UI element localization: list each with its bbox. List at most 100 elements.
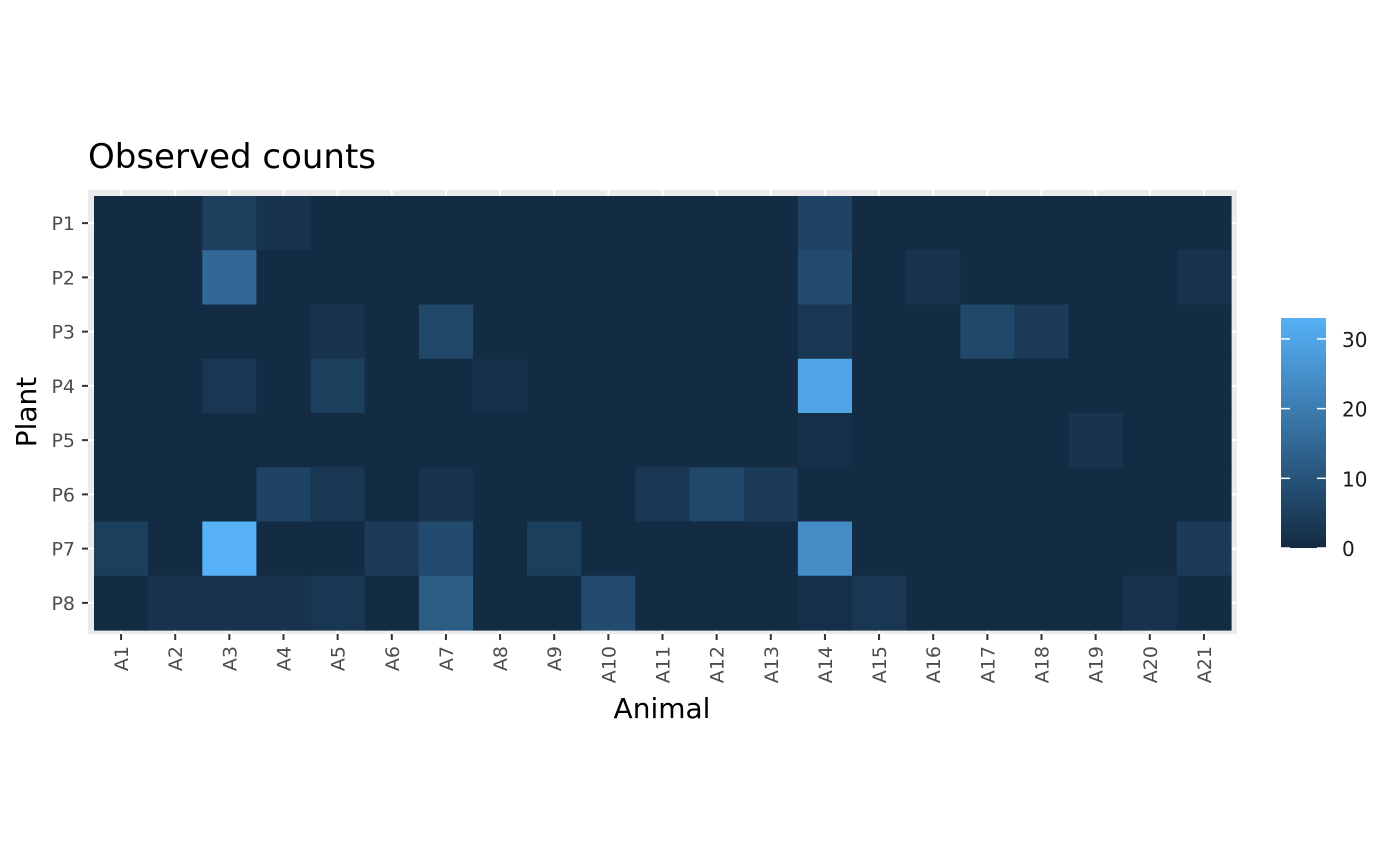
heatmap-cell-P3-A3 xyxy=(202,304,258,360)
x-tick-label: A17 xyxy=(977,646,999,683)
heatmap-cell-P6-A5 xyxy=(310,467,366,523)
heatmap-cell-P3-A18 xyxy=(1014,304,1070,360)
heatmap-cell-P2-A13 xyxy=(743,250,799,306)
legend-tick-label: 10 xyxy=(1342,467,1367,491)
heatmap-cell-P4-A10 xyxy=(581,358,637,414)
heatmap-cell-P8-A4 xyxy=(256,575,312,631)
x-tick-label: A9 xyxy=(544,646,566,671)
heatmap-cell-P3-A7 xyxy=(418,304,474,360)
heatmap-cell-P8-A12 xyxy=(689,575,745,631)
heatmap-cell-P7-A1 xyxy=(94,521,149,577)
heatmap-cell-P7-A13 xyxy=(743,521,799,577)
heatmap-cell-P3-A21 xyxy=(1176,304,1232,360)
heatmap-cell-P2-A16 xyxy=(906,250,961,306)
heatmap-cell-P1-A8 xyxy=(473,196,528,251)
heatmap-cell-P5-A17 xyxy=(960,413,1016,468)
heatmap-cell-P2-A7 xyxy=(418,250,474,306)
heatmap-cell-P8-A20 xyxy=(1122,575,1178,631)
heatmap-cell-P1-A4 xyxy=(256,196,312,251)
heatmap-cell-P7-A5 xyxy=(310,521,366,577)
heatmap-cell-P8-A1 xyxy=(94,575,149,631)
heatmap-cell-P2-A15 xyxy=(852,250,907,306)
heatmap-cell-P2-A3 xyxy=(202,250,258,306)
heatmap-cell-P6-A12 xyxy=(689,467,745,523)
heatmap-cell-P5-A21 xyxy=(1176,413,1232,468)
heatmap-cell-P4-A5 xyxy=(310,358,366,414)
heatmap-cell-P4-A19 xyxy=(1068,358,1124,414)
x-tick-label: A10 xyxy=(598,646,620,683)
chart-title: Observed counts xyxy=(88,137,376,177)
heatmap-cell-P4-A11 xyxy=(635,358,691,414)
heatmap-cell-P2-A14 xyxy=(797,250,853,306)
heatmap-cell-P6-A16 xyxy=(906,467,961,523)
heatmap-cell-P5-A18 xyxy=(1014,413,1070,468)
heatmap-cell-P3-A5 xyxy=(310,304,366,360)
heatmap-cell-P5-A3 xyxy=(202,413,258,468)
heatmap-cell-P2-A1 xyxy=(94,250,149,306)
heatmap-cell-P2-A11 xyxy=(635,250,691,306)
heatmap-cell-P4-A8 xyxy=(473,358,528,414)
heatmap-cell-P4-A4 xyxy=(256,358,312,414)
heatmap-cell-P4-A17 xyxy=(960,358,1016,414)
heatmap-cell-P5-A7 xyxy=(418,413,474,468)
heatmap-cell-P4-A13 xyxy=(743,358,799,414)
heatmap-cell-P7-A12 xyxy=(689,521,745,577)
x-tick-label: A8 xyxy=(490,646,512,671)
heatmap-cell-P8-A16 xyxy=(906,575,961,631)
heatmap-cell-P5-A4 xyxy=(256,413,312,468)
y-tick-label: P2 xyxy=(51,267,75,289)
heatmap-cell-P4-A2 xyxy=(148,358,203,414)
heatmap-cell-P8-A21 xyxy=(1176,575,1232,631)
heatmap-cell-P3-A20 xyxy=(1122,304,1178,360)
heatmap-cell-P4-A20 xyxy=(1122,358,1178,414)
heatmap-cell-P8-A7 xyxy=(418,575,474,631)
x-tick-label: A16 xyxy=(923,646,945,683)
heatmap-cell-P5-A1 xyxy=(94,413,149,468)
heatmap-cell-P7-A19 xyxy=(1068,521,1124,577)
heatmap-cell-P8-A13 xyxy=(743,575,799,631)
x-tick-label: A19 xyxy=(1086,646,1108,683)
heatmap-cell-P1-A20 xyxy=(1122,196,1178,251)
heatmap-cell-P7-A10 xyxy=(581,521,637,577)
heatmap-cell-P7-A20 xyxy=(1122,521,1178,577)
y-tick-label: P6 xyxy=(51,484,75,506)
heatmap-cell-P8-A5 xyxy=(310,575,366,631)
x-tick-label: A14 xyxy=(815,646,837,683)
x-axis-title: Animal xyxy=(614,692,711,725)
heatmap-cell-P1-A13 xyxy=(743,196,799,251)
heatmap-cell-P1-A11 xyxy=(635,196,691,251)
heatmap-cell-P6-A20 xyxy=(1122,467,1178,523)
y-tick-label: P5 xyxy=(51,430,75,452)
heatmap-cell-P2-A6 xyxy=(364,250,420,306)
x-tick-label: A15 xyxy=(869,646,891,683)
heatmap-cell-P3-A1 xyxy=(94,304,149,360)
heatmap-cell-P3-A2 xyxy=(148,304,203,360)
heatmap-cell-P8-A15 xyxy=(852,575,907,631)
heatmap-cell-P4-A16 xyxy=(906,358,961,414)
heatmap-cell-P5-A5 xyxy=(310,413,366,468)
heatmap-cell-P3-A11 xyxy=(635,304,691,360)
heatmap-cell-P2-A12 xyxy=(689,250,745,306)
x-axis: A1 A2 A3 A4 A5 A6 A7 A8 A9 A10 A11 A12 A13 A14 A15 A16 A… xyxy=(111,634,1216,683)
heatmap-cell-P3-A6 xyxy=(364,304,420,360)
heatmap-cell-P5-A10 xyxy=(581,413,637,468)
y-tick-label: P8 xyxy=(51,593,75,615)
heatmap-cell-P6-A19 xyxy=(1068,467,1124,523)
heatmap-cell-P7-A6 xyxy=(364,521,420,577)
heatmap-cell-P1-A10 xyxy=(581,196,637,251)
heatmap-cell-P1-A12 xyxy=(689,196,745,251)
legend-tick-label: 0 xyxy=(1342,537,1355,561)
heatmap-cell-P3-A15 xyxy=(852,304,907,360)
heatmap-cell-P8-A2 xyxy=(148,575,203,631)
heatmap-cell-P7-A15 xyxy=(852,521,907,577)
heatmap-cell-P8-A9 xyxy=(527,575,582,631)
heatmap-cell-P2-A19 xyxy=(1068,250,1124,306)
heatmap-cell-P4-A14 xyxy=(797,358,853,414)
heatmap-cell-P8-A3 xyxy=(202,575,258,631)
heatmap-cell-P5-A12 xyxy=(689,413,745,468)
heatmap-cell-P2-A10 xyxy=(581,250,637,306)
heatmap-cell-P4-A15 xyxy=(852,358,907,414)
heatmap-cell-P3-A19 xyxy=(1068,304,1124,360)
heatmap-cell-P6-A3 xyxy=(202,467,258,523)
heatmap-cell-P1-A3 xyxy=(202,196,258,251)
